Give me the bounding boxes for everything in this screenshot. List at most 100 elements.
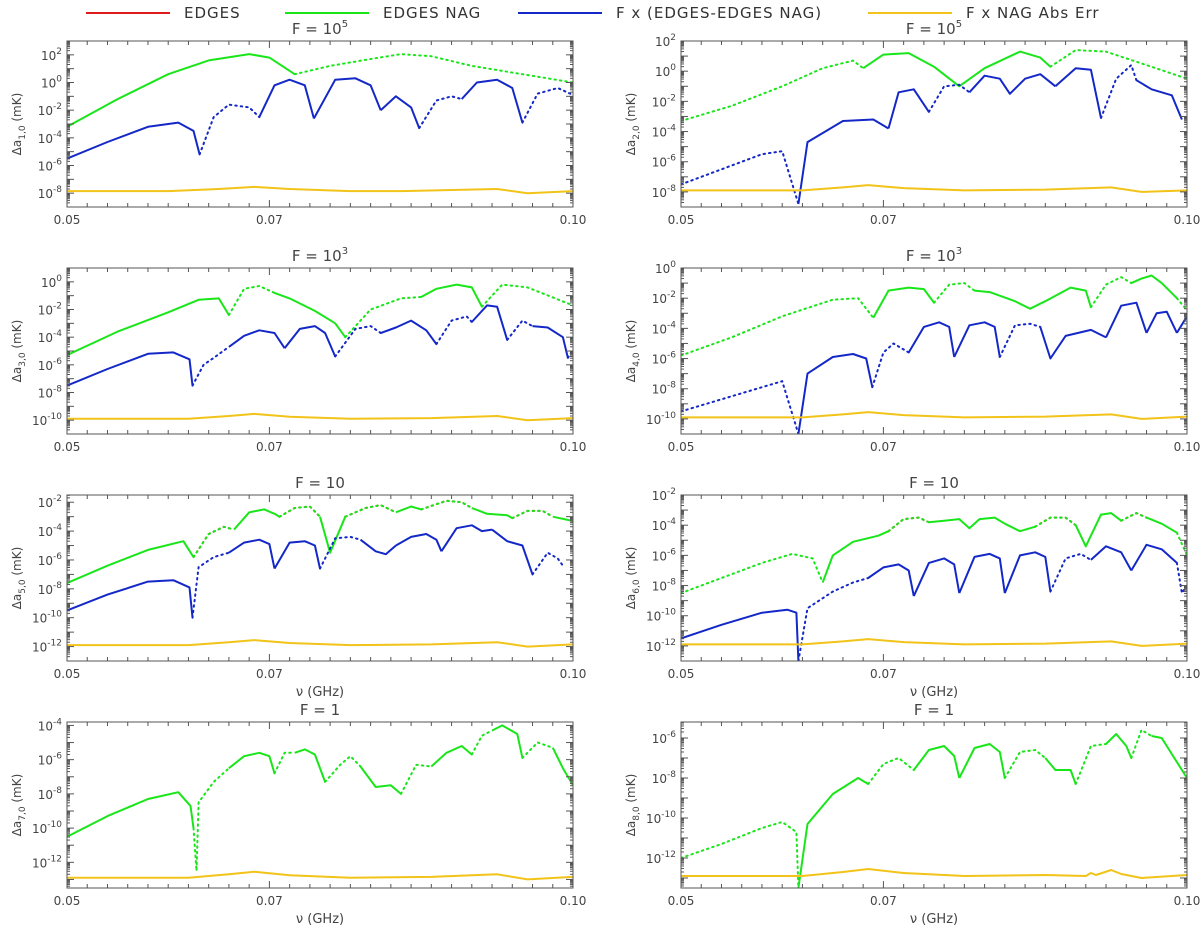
y-tick-label-base: 10	[38, 104, 53, 118]
y-tick-label-base: 10	[38, 132, 53, 146]
series-line-nag-solid	[491, 724, 524, 759]
y-tick-label-exponent: -10	[47, 820, 62, 830]
y-label-unit: (mK)	[10, 320, 24, 353]
series-line-nag-dotted	[1049, 49, 1187, 80]
series-line-diff-solid	[258, 78, 315, 119]
series-line-nag-solid	[67, 53, 296, 128]
x-tick-label: 0.05	[54, 440, 81, 454]
y-label-symbol: Δa	[10, 821, 24, 837]
y-tick-label: 10-10	[32, 820, 62, 836]
y-tick-label: 10-6	[38, 357, 63, 373]
y-tick-label: 10-10	[32, 610, 62, 626]
x-tick-label: 0.10	[1174, 213, 1200, 227]
series-line-nag-dotted	[521, 741, 554, 759]
y-tick-label-exponent: -6	[53, 552, 62, 562]
series-line-diff-solid	[67, 351, 194, 387]
legend-item-abs-err: F x NAG Abs Err	[868, 2, 1100, 24]
series-line-nag-dotted	[1130, 729, 1153, 759]
panel-series	[67, 53, 573, 195]
series-line-nag-solid	[1004, 522, 1036, 533]
series-line-diff-solid	[958, 552, 1006, 594]
panel-series	[681, 274, 1187, 434]
legend-swatch-edges	[86, 12, 170, 14]
y-tick-label-base: 10	[655, 35, 670, 49]
series-line-err-solid	[681, 184, 1187, 193]
y-tick-label-exponent: -8	[667, 184, 676, 194]
series-line-diff-solid	[953, 321, 1001, 358]
y-label-symbol: Δa	[10, 140, 24, 156]
y-tick-label-exponent: -2	[667, 93, 676, 103]
y-tick-label-exponent: -10	[661, 411, 676, 421]
series-line-nag-dotted	[933, 282, 976, 304]
y-tick-label-exponent: -12	[47, 854, 62, 864]
series-line-diff-solid	[273, 540, 321, 570]
series-line-diff-solid	[313, 77, 382, 119]
y-tick-label: 10-10	[646, 411, 676, 427]
x-tick-label: 0.07	[256, 667, 283, 681]
y-tick-label: 102	[655, 33, 676, 49]
y-tick-label-exponent: -6	[53, 357, 62, 367]
legend-item-edges-nag: EDGES NAG	[285, 2, 481, 24]
series-line-nag-solid	[471, 507, 513, 519]
y-tick-label-exponent: -10	[661, 810, 676, 820]
series-line-nag-solid	[958, 743, 1006, 779]
series-line-diff-dotted	[927, 83, 971, 113]
y-tick-label-base: 10	[38, 160, 53, 174]
series-line-diff-solid	[681, 608, 800, 661]
y-tick-label-base: 10	[646, 413, 661, 427]
panel-title-base: F = 10	[292, 20, 342, 38]
y-tick-label-exponent: -12	[47, 639, 62, 649]
y-tick-label-exponent: -6	[53, 158, 62, 168]
y-label-unit: (mK)	[624, 774, 638, 807]
series-line-diff-solid	[1145, 310, 1178, 334]
series-line-nag-solid	[1146, 516, 1178, 534]
y-tick-label-base: 10	[38, 754, 53, 768]
series-line-diff-solid	[1130, 543, 1178, 572]
series-line-err-solid	[67, 412, 573, 422]
y-tick-label-exponent: -4	[667, 517, 676, 527]
x-axis-label: ν (GHz)	[296, 912, 344, 927]
series-line-nag-dotted	[344, 296, 423, 339]
panel-title-exponent: 3	[342, 246, 348, 257]
series-line-diff-solid	[359, 538, 397, 556]
legend-swatch-edges-nag	[285, 12, 369, 14]
y-tick-label-exponent: -6	[667, 547, 676, 557]
y-tick-label-base: 10	[38, 525, 53, 539]
plot-frame	[66, 267, 574, 435]
x-tick-label: 0.05	[54, 894, 81, 908]
y-label-unit: (mK)	[10, 774, 24, 807]
series-line-nag-solid	[1151, 735, 1187, 779]
y-tick-label-exponent: -4	[53, 717, 62, 727]
y-label-subscript: 1,0	[18, 125, 28, 140]
series-line-diff-dotted	[334, 325, 382, 358]
x-tick-label: 0.10	[560, 667, 587, 681]
y-tick-label-exponent: -8	[53, 786, 62, 796]
y-tick-label: 10-6	[652, 154, 677, 170]
y-tick-label: 10-2	[38, 102, 62, 118]
series-line-nag-dotted	[324, 755, 362, 783]
y-label-unit: (mK)	[10, 547, 24, 580]
series-line-diff-dotted	[191, 345, 230, 387]
y-tick-label-base: 10	[652, 95, 667, 109]
series-line-diff-dotted	[191, 551, 230, 619]
y-tick-label: 10-12	[32, 639, 62, 655]
panel-title-base: F = 10	[295, 474, 345, 492]
x-axis-label: ν (GHz)	[910, 912, 958, 927]
legend: EDGES EDGES NAG F x (EDGES-EDGES NAG) F …	[0, 0, 1200, 28]
y-tick-label-exponent: 0	[670, 63, 676, 73]
panel-series	[67, 724, 573, 881]
series-line-nag-solid	[420, 283, 483, 308]
series-line-nag-solid	[67, 297, 230, 357]
y-label-subscript: 4,0	[632, 352, 642, 367]
y-tick-label: 10-10	[646, 810, 676, 826]
series-line-nag-dotted	[1175, 531, 1187, 557]
series-line-nag-solid	[1130, 274, 1178, 299]
series-line-nag-solid	[552, 515, 573, 522]
y-tick-label-exponent: 0	[56, 274, 62, 284]
series-line-diff-dotted	[521, 87, 573, 124]
y-label-subscript: 7,0	[18, 806, 28, 821]
legend-label-edges: EDGES	[184, 4, 241, 22]
series-line-diff-solid	[380, 319, 438, 345]
